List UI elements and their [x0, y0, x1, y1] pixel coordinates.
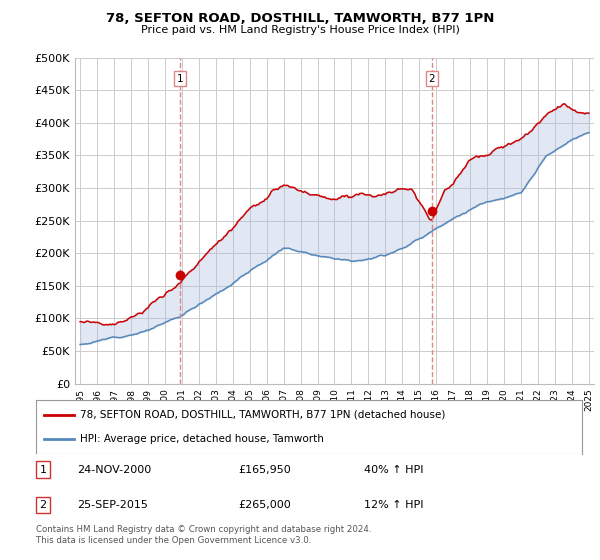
Text: £165,950: £165,950 — [238, 465, 291, 475]
Text: Price paid vs. HM Land Registry's House Price Index (HPI): Price paid vs. HM Land Registry's House … — [140, 25, 460, 35]
Text: 2: 2 — [40, 500, 47, 510]
Text: 78, SEFTON ROAD, DOSTHILL, TAMWORTH, B77 1PN: 78, SEFTON ROAD, DOSTHILL, TAMWORTH, B77… — [106, 12, 494, 25]
Text: 1: 1 — [177, 74, 184, 84]
Text: HPI: Average price, detached house, Tamworth: HPI: Average price, detached house, Tamw… — [80, 434, 323, 444]
Text: 12% ↑ HPI: 12% ↑ HPI — [364, 500, 423, 510]
Text: Contains HM Land Registry data © Crown copyright and database right 2024.
This d: Contains HM Land Registry data © Crown c… — [36, 525, 371, 545]
Text: 25-SEP-2015: 25-SEP-2015 — [77, 500, 148, 510]
Text: 24-NOV-2000: 24-NOV-2000 — [77, 465, 151, 475]
Text: 78, SEFTON ROAD, DOSTHILL, TAMWORTH, B77 1PN (detached house): 78, SEFTON ROAD, DOSTHILL, TAMWORTH, B77… — [80, 410, 445, 420]
Text: 40% ↑ HPI: 40% ↑ HPI — [364, 465, 423, 475]
Text: £265,000: £265,000 — [238, 500, 291, 510]
Text: 2: 2 — [428, 74, 435, 84]
Text: 1: 1 — [40, 465, 47, 475]
